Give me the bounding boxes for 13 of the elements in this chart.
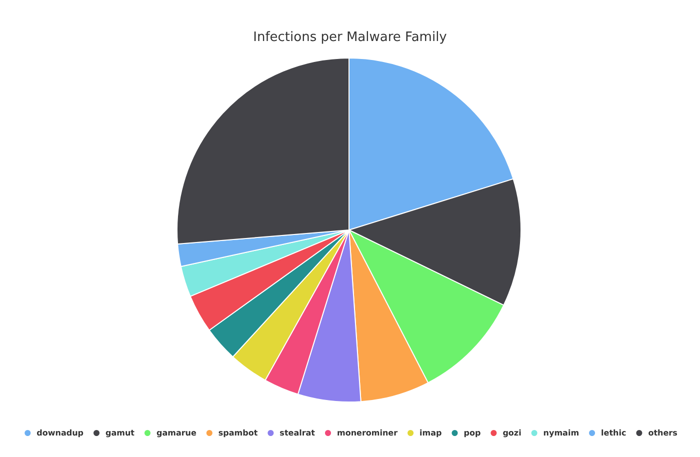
legend-label: nymaim [543, 428, 580, 438]
legend-label: gamut [106, 428, 135, 438]
legend-label: lethic [601, 428, 626, 438]
legend-label: monerominer [337, 428, 398, 438]
legend-label: others [648, 428, 678, 438]
legend-label: pop [464, 428, 481, 438]
legend-label: gamarue [156, 428, 197, 438]
legend-label: spambot [218, 428, 258, 438]
legend-label: downadup [36, 428, 84, 438]
chart-title: Infections per Malware Family [253, 30, 448, 45]
legend-label: imap [420, 428, 442, 438]
legend-label: gozi [502, 428, 522, 438]
legend-label: stealrat [280, 428, 316, 438]
